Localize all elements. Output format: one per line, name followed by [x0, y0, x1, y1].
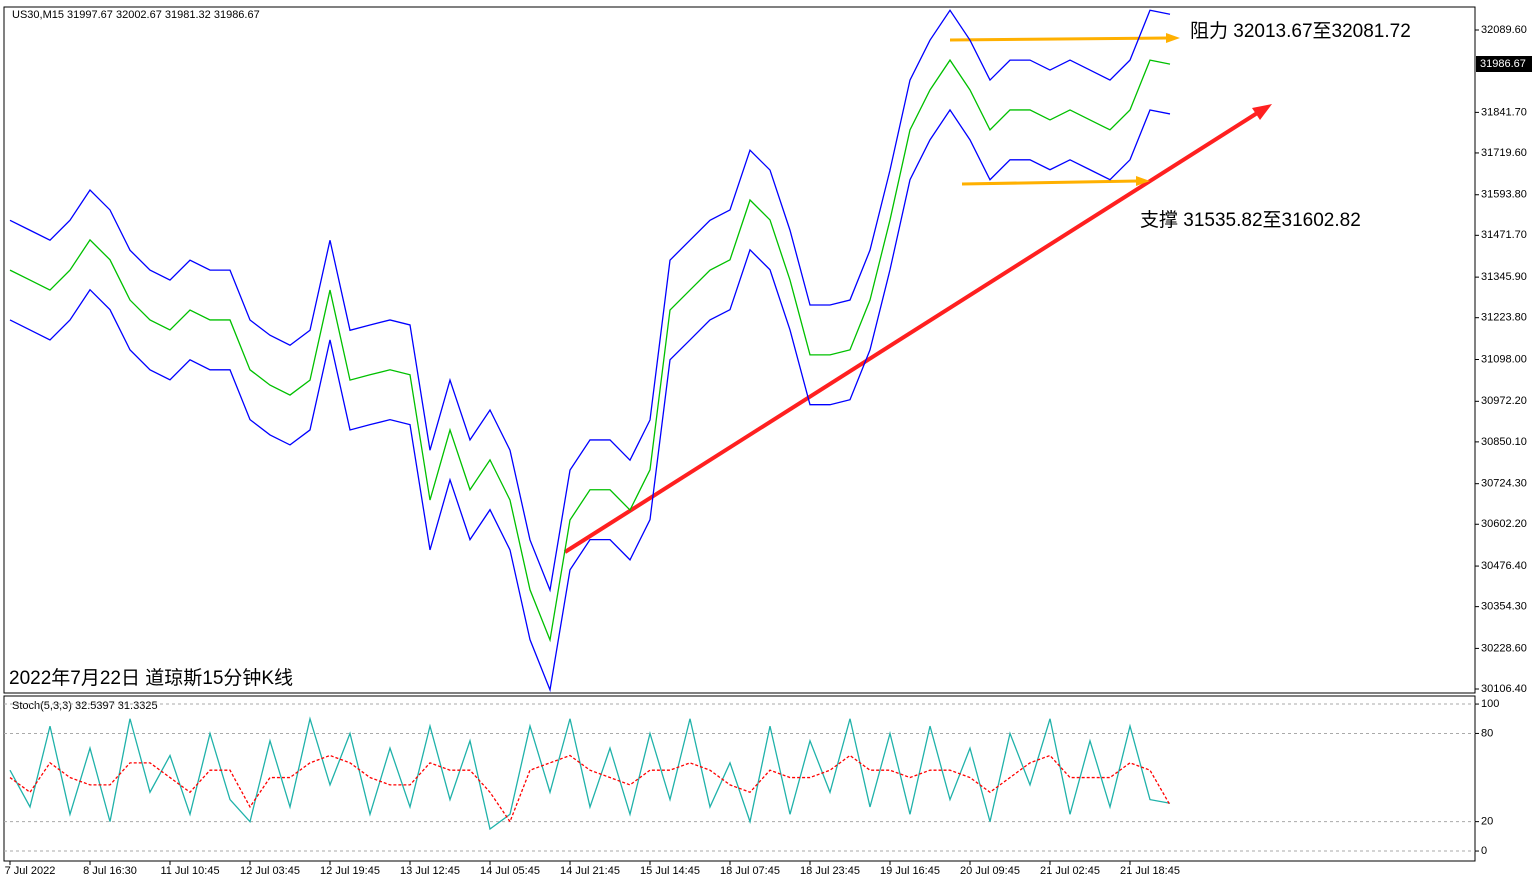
y-tick-label: 30354.30 [1481, 601, 1527, 613]
symbol-header: US30,M15 31997.67 32002.67 31981.32 3198… [12, 9, 260, 21]
series-line [9, 108, 1171, 693]
x-tick-label: 18 Jul 07:45 [720, 865, 780, 877]
y-tick-label: 31841.70 [1481, 106, 1527, 118]
y-tick-label: 30602.20 [1481, 518, 1527, 530]
x-tick-label: 12 Jul 19:45 [320, 865, 380, 877]
y-tick-label: 31223.80 [1481, 312, 1527, 324]
x-tick-label: 21 Jul 18:45 [1120, 865, 1180, 877]
support-label: 支撑 31535.82至31602.82 [1140, 209, 1361, 231]
x-tick-label: 14 Jul 05:45 [480, 865, 540, 877]
x-tick-label: 19 Jul 16:45 [880, 865, 940, 877]
y-tick-label: 100 [1481, 698, 1499, 710]
x-tick-label: 13 Jul 12:45 [400, 865, 460, 877]
series-line [9, 9, 1171, 593]
last-price: 31986.67 [1480, 58, 1526, 70]
y-tick-label: 80 [1481, 727, 1493, 739]
y-tick-label: 30228.60 [1481, 642, 1527, 654]
y-tick-label: 30106.40 [1481, 683, 1527, 695]
y-tick-label: 31719.60 [1481, 147, 1527, 159]
y-tick-label: 30972.20 [1481, 395, 1527, 407]
support-arrow [961, 179, 1139, 186]
trend-line [563, 108, 1264, 554]
series-line [9, 754, 1171, 824]
x-tick-label: 15 Jul 14:45 [640, 865, 700, 877]
trend-arrow [1252, 104, 1272, 120]
x-tick-label: 21 Jul 02:45 [1040, 865, 1100, 877]
y-tick-label: 30476.40 [1481, 560, 1527, 572]
y-tick-label: 31593.80 [1481, 189, 1527, 201]
y-tick-label: 20 [1481, 816, 1493, 828]
y-tick-label: 31345.90 [1481, 271, 1527, 283]
resistance-label: 阻力 32013.67至32081.72 [1190, 20, 1411, 42]
main-panel [3, 6, 1476, 694]
x-tick-label: 7 Jul 2022 [5, 865, 56, 877]
price-box [1476, 56, 1532, 72]
y-tick-label: 30850.10 [1481, 436, 1527, 448]
support-head [1136, 176, 1150, 186]
x-tick-label: 20 Jul 09:45 [960, 865, 1020, 877]
y-tick-label: 31098.00 [1481, 353, 1527, 365]
stoch-panel [3, 695, 1476, 862]
caption: 2022年7月22日 道琼斯15分钟K线 [9, 667, 293, 689]
resistance-head [1166, 33, 1180, 43]
x-tick-label: 18 Jul 23:45 [800, 865, 860, 877]
y-tick-label: 31471.70 [1481, 229, 1527, 241]
x-tick-label: 8 Jul 16:30 [83, 865, 137, 877]
resistance-arrow [949, 36, 1169, 42]
x-tick-label: 11 Jul 10:45 [160, 865, 219, 877]
x-tick-label: 14 Jul 21:45 [560, 865, 620, 877]
y-tick-label: 30724.30 [1481, 478, 1527, 490]
stoch-header: Stoch(5,3,3) 32.5397 31.3325 [12, 700, 158, 712]
series-line [9, 716, 1171, 831]
y-tick-label: 32089.60 [1481, 24, 1527, 36]
x-tick-label: 12 Jul 03:45 [240, 865, 300, 877]
series-line [9, 58, 1171, 643]
y-tick-label: 0 [1481, 845, 1487, 857]
